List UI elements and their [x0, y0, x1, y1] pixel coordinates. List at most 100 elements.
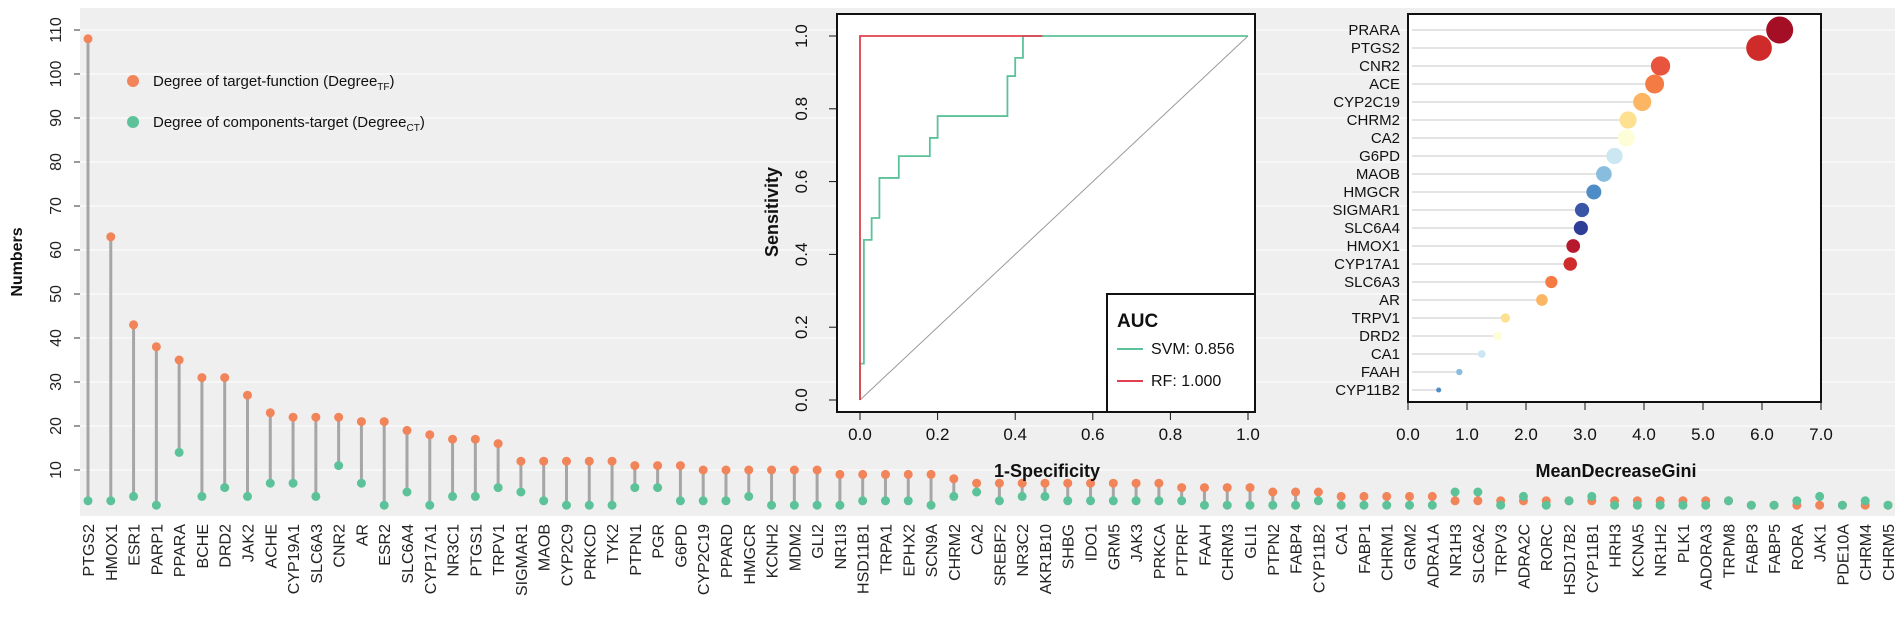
roc-ticks: 0.0 0.2 0.4 0.6 0.8 1.0 0.0 0.2 0.4 0.6 0.8 1.0 [792, 24, 1260, 444]
gini-x-tick-label: 5.0 [1691, 425, 1715, 444]
gini-point [1650, 56, 1671, 76]
lollipop-x-label: FABP1 [1357, 524, 1374, 574]
tf-point [220, 373, 230, 383]
ct-point [1040, 491, 1050, 501]
lollipop-legend: Degree of target-function (DegreeTF) Deg… [127, 73, 425, 134]
tf-point [242, 390, 252, 400]
ct-point [1632, 500, 1642, 510]
ct-point [880, 496, 890, 506]
ct-point [1860, 496, 1870, 506]
gini-point [1586, 184, 1602, 200]
lollipop-x-label: JAK2 [240, 524, 257, 562]
lollipop-marks [83, 34, 1893, 510]
roc-frame [836, 13, 1256, 413]
tf-point [584, 456, 594, 466]
lollipop-x-label: AR [354, 524, 371, 546]
gini-category-label: CYP11B2 [1335, 382, 1400, 399]
gini-point [1573, 220, 1588, 236]
gini-point [1563, 257, 1577, 271]
roc-diagonal [859, 35, 1249, 401]
lollipop-x-label: ESR1 [127, 524, 144, 566]
tf-point [174, 355, 184, 365]
tf-point [493, 439, 503, 449]
gini-x-tick-label: 7.0 [1809, 425, 1833, 444]
gini-category-label: HMOX1 [1347, 238, 1400, 255]
tf-point [197, 373, 207, 383]
lollipop-x-label: DRD2 [218, 524, 235, 568]
tf-point [288, 412, 298, 422]
lollipop-x-label: HSD11B1 [856, 524, 873, 594]
lollipop-x-label: HSD17B2 [1562, 524, 1579, 595]
ct-point [1359, 500, 1369, 510]
ct-point [288, 478, 298, 488]
gini-category-label: ACE [1369, 76, 1400, 93]
gini-point [1766, 16, 1794, 44]
tf-point [789, 465, 799, 475]
gini-point [1746, 35, 1772, 61]
roc-legend: AUC SVM: 0.856 RF: 1.000 [1106, 293, 1256, 413]
ct-point [1291, 500, 1301, 510]
tf-point [402, 425, 412, 435]
gini-x-tick-label: 3.0 [1573, 425, 1597, 444]
lollipop-x-label: ADORA3 [1699, 524, 1716, 590]
ct-point [653, 483, 663, 493]
lollipop-x-label: PPARD [719, 524, 736, 578]
lollipop-x-label: NR3C2 [1015, 524, 1032, 577]
tf-point [630, 461, 640, 471]
lollipop-x-label: PTPRF [1175, 524, 1192, 577]
roc-y-tick-label: 0.6 [792, 170, 811, 194]
lollipop-x-label: TRPV1 [491, 524, 508, 576]
tf-point [1815, 500, 1825, 510]
ct-point [1382, 500, 1392, 510]
ct-point [1086, 496, 1096, 506]
tf-point [1382, 491, 1392, 501]
ct-point [1473, 487, 1483, 497]
lollipop-x-label: IDO1 [1084, 524, 1101, 561]
ct-point [1108, 496, 1118, 506]
tf-point [1063, 478, 1073, 488]
gini-category-label: PTGS2 [1351, 40, 1400, 57]
ct-point [1564, 496, 1574, 506]
gini-point [1456, 368, 1463, 376]
roc-x-tick-label: 0.0 [848, 425, 872, 444]
gini-category-label: SIGMAR1 [1332, 202, 1400, 219]
lollipop-x-label: NR1I3 [833, 524, 850, 569]
tf-point [83, 34, 93, 44]
lollipop-x-label: RORC [1539, 524, 1556, 571]
lollipop-x-label: PRKCD [582, 524, 599, 580]
lollipop-x-labels: PTGS2 HMOX1 ESR1 PARP1 PPARA BCHE DRD2 JAK2 ACHE… [81, 524, 1898, 596]
lollipop-x-label: PDE10A [1835, 524, 1852, 586]
roc-x-tick-label: 1.0 [1236, 425, 1260, 444]
lollipop-x-label: TYK2 [605, 524, 622, 564]
ct-point [1017, 491, 1027, 501]
ct-point [1678, 500, 1688, 510]
lollipop-y-tick-label: 20 [48, 417, 65, 435]
ct-point [994, 496, 1004, 506]
ct-point [812, 500, 822, 510]
roc-legend-title: AUC [1117, 311, 1158, 332]
ct-point [584, 500, 594, 510]
lollipop-x-label: TRPA1 [878, 524, 895, 574]
tf-point [675, 461, 685, 471]
lollipop-x-label: CHRM2 [947, 524, 964, 581]
lollipop-x-label: FABP5 [1767, 524, 1784, 574]
tf-point [1131, 478, 1141, 488]
roc-x-tick-label: 0.4 [1003, 425, 1027, 444]
tf-point [1268, 487, 1278, 497]
lollipop-x-label: GLI2 [810, 524, 827, 559]
tf-point [379, 417, 389, 427]
gini-point [1493, 331, 1503, 341]
roc-legend-rf-label: RF: 1.000 [1151, 373, 1221, 390]
roc-y-tick-label: 0.4 [792, 243, 811, 267]
lollipop-x-label: CNR2 [332, 524, 349, 568]
gini-category-label: FAAH [1361, 364, 1400, 381]
tf-point [767, 465, 777, 475]
ct-point [356, 478, 366, 488]
lollipop-x-label: FAAH [1197, 524, 1214, 566]
tf-point [607, 456, 617, 466]
ct-point [1655, 500, 1665, 510]
ct-point [1883, 500, 1893, 510]
lollipop-x-label: SLC6A2 [1471, 524, 1488, 584]
ct-point [835, 500, 845, 510]
lollipop-x-label: NR1H2 [1653, 524, 1670, 577]
